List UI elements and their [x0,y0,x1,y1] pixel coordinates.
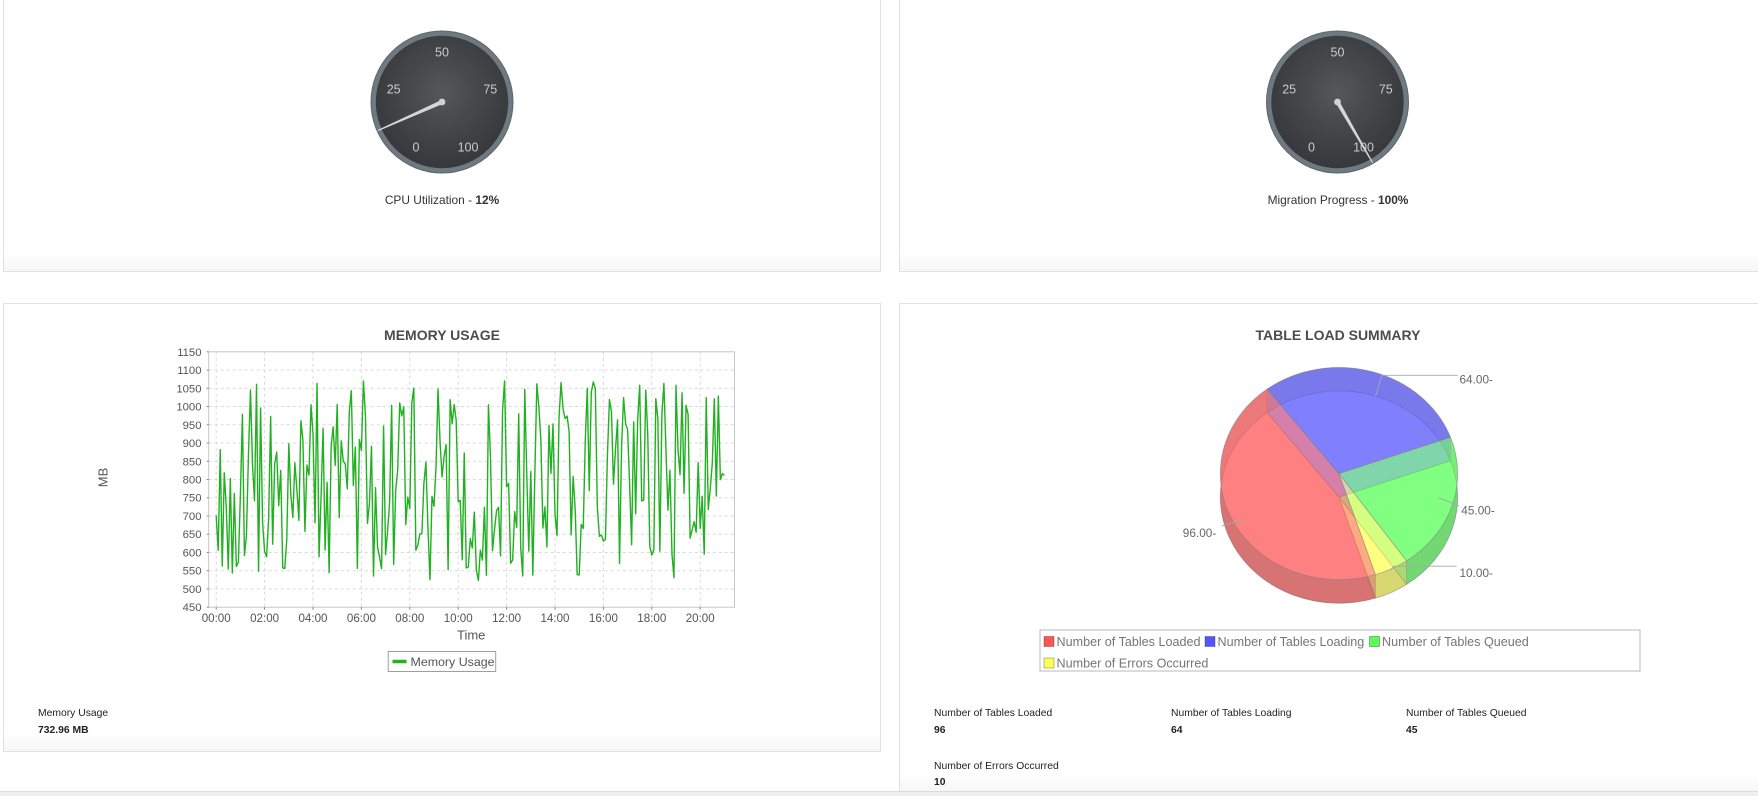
svg-text:550: 550 [183,566,202,578]
svg-text:900: 900 [183,438,202,450]
svg-text:14:00: 14:00 [540,612,569,625]
svg-text:1100: 1100 [177,365,201,377]
svg-text:20:00: 20:00 [686,612,715,625]
svg-text:75: 75 [483,83,497,97]
svg-text:800: 800 [183,475,202,487]
svg-text:750: 750 [183,493,202,505]
svg-text:45.00-: 45.00- [1461,503,1495,517]
svg-text:10:00: 10:00 [444,612,473,625]
svg-text:850: 850 [183,456,202,468]
svg-text:950: 950 [183,420,202,432]
svg-text:1150: 1150 [177,347,201,359]
svg-text:16:00: 16:00 [589,612,618,625]
svg-text:Number of Tables Loading: Number of Tables Loading [1218,635,1365,649]
svg-text:650: 650 [183,529,202,541]
svg-text:100: 100 [458,141,479,155]
svg-text:75: 75 [1379,83,1393,97]
svg-text:1050: 1050 [176,383,201,395]
svg-text:96.00-: 96.00- [1183,526,1217,540]
svg-text:04:00: 04:00 [298,612,327,625]
svg-text:0: 0 [413,141,420,155]
svg-text:500: 500 [183,584,202,596]
svg-text:06:00: 06:00 [347,612,376,625]
svg-text:64.00-: 64.00- [1460,373,1494,387]
svg-text:25: 25 [1282,83,1296,97]
svg-text:50: 50 [435,46,449,60]
svg-text:Memory Usage: Memory Usage [411,655,495,669]
svg-text:700: 700 [183,511,202,523]
svg-text:600: 600 [183,547,202,559]
svg-text:00:00: 00:00 [202,612,231,625]
svg-text:18:00: 18:00 [637,612,666,625]
svg-text:08:00: 08:00 [395,612,424,625]
svg-text:Number of Tables Queued: Number of Tables Queued [1382,635,1529,649]
svg-text:450: 450 [183,602,202,614]
svg-text:Number of Tables Loaded: Number of Tables Loaded [1057,635,1201,649]
svg-text:50: 50 [1331,46,1345,60]
svg-text:MB: MB [96,468,111,488]
svg-text:0: 0 [1308,141,1315,155]
svg-text:Time: Time [457,628,485,643]
svg-text:25: 25 [387,83,401,97]
svg-text:12:00: 12:00 [492,612,521,625]
svg-text:10.00-: 10.00- [1460,566,1494,580]
svg-text:Number of Errors Occurred: Number of Errors Occurred [1057,656,1209,670]
svg-text:1000: 1000 [176,402,201,414]
svg-text:02:00: 02:00 [250,612,279,625]
